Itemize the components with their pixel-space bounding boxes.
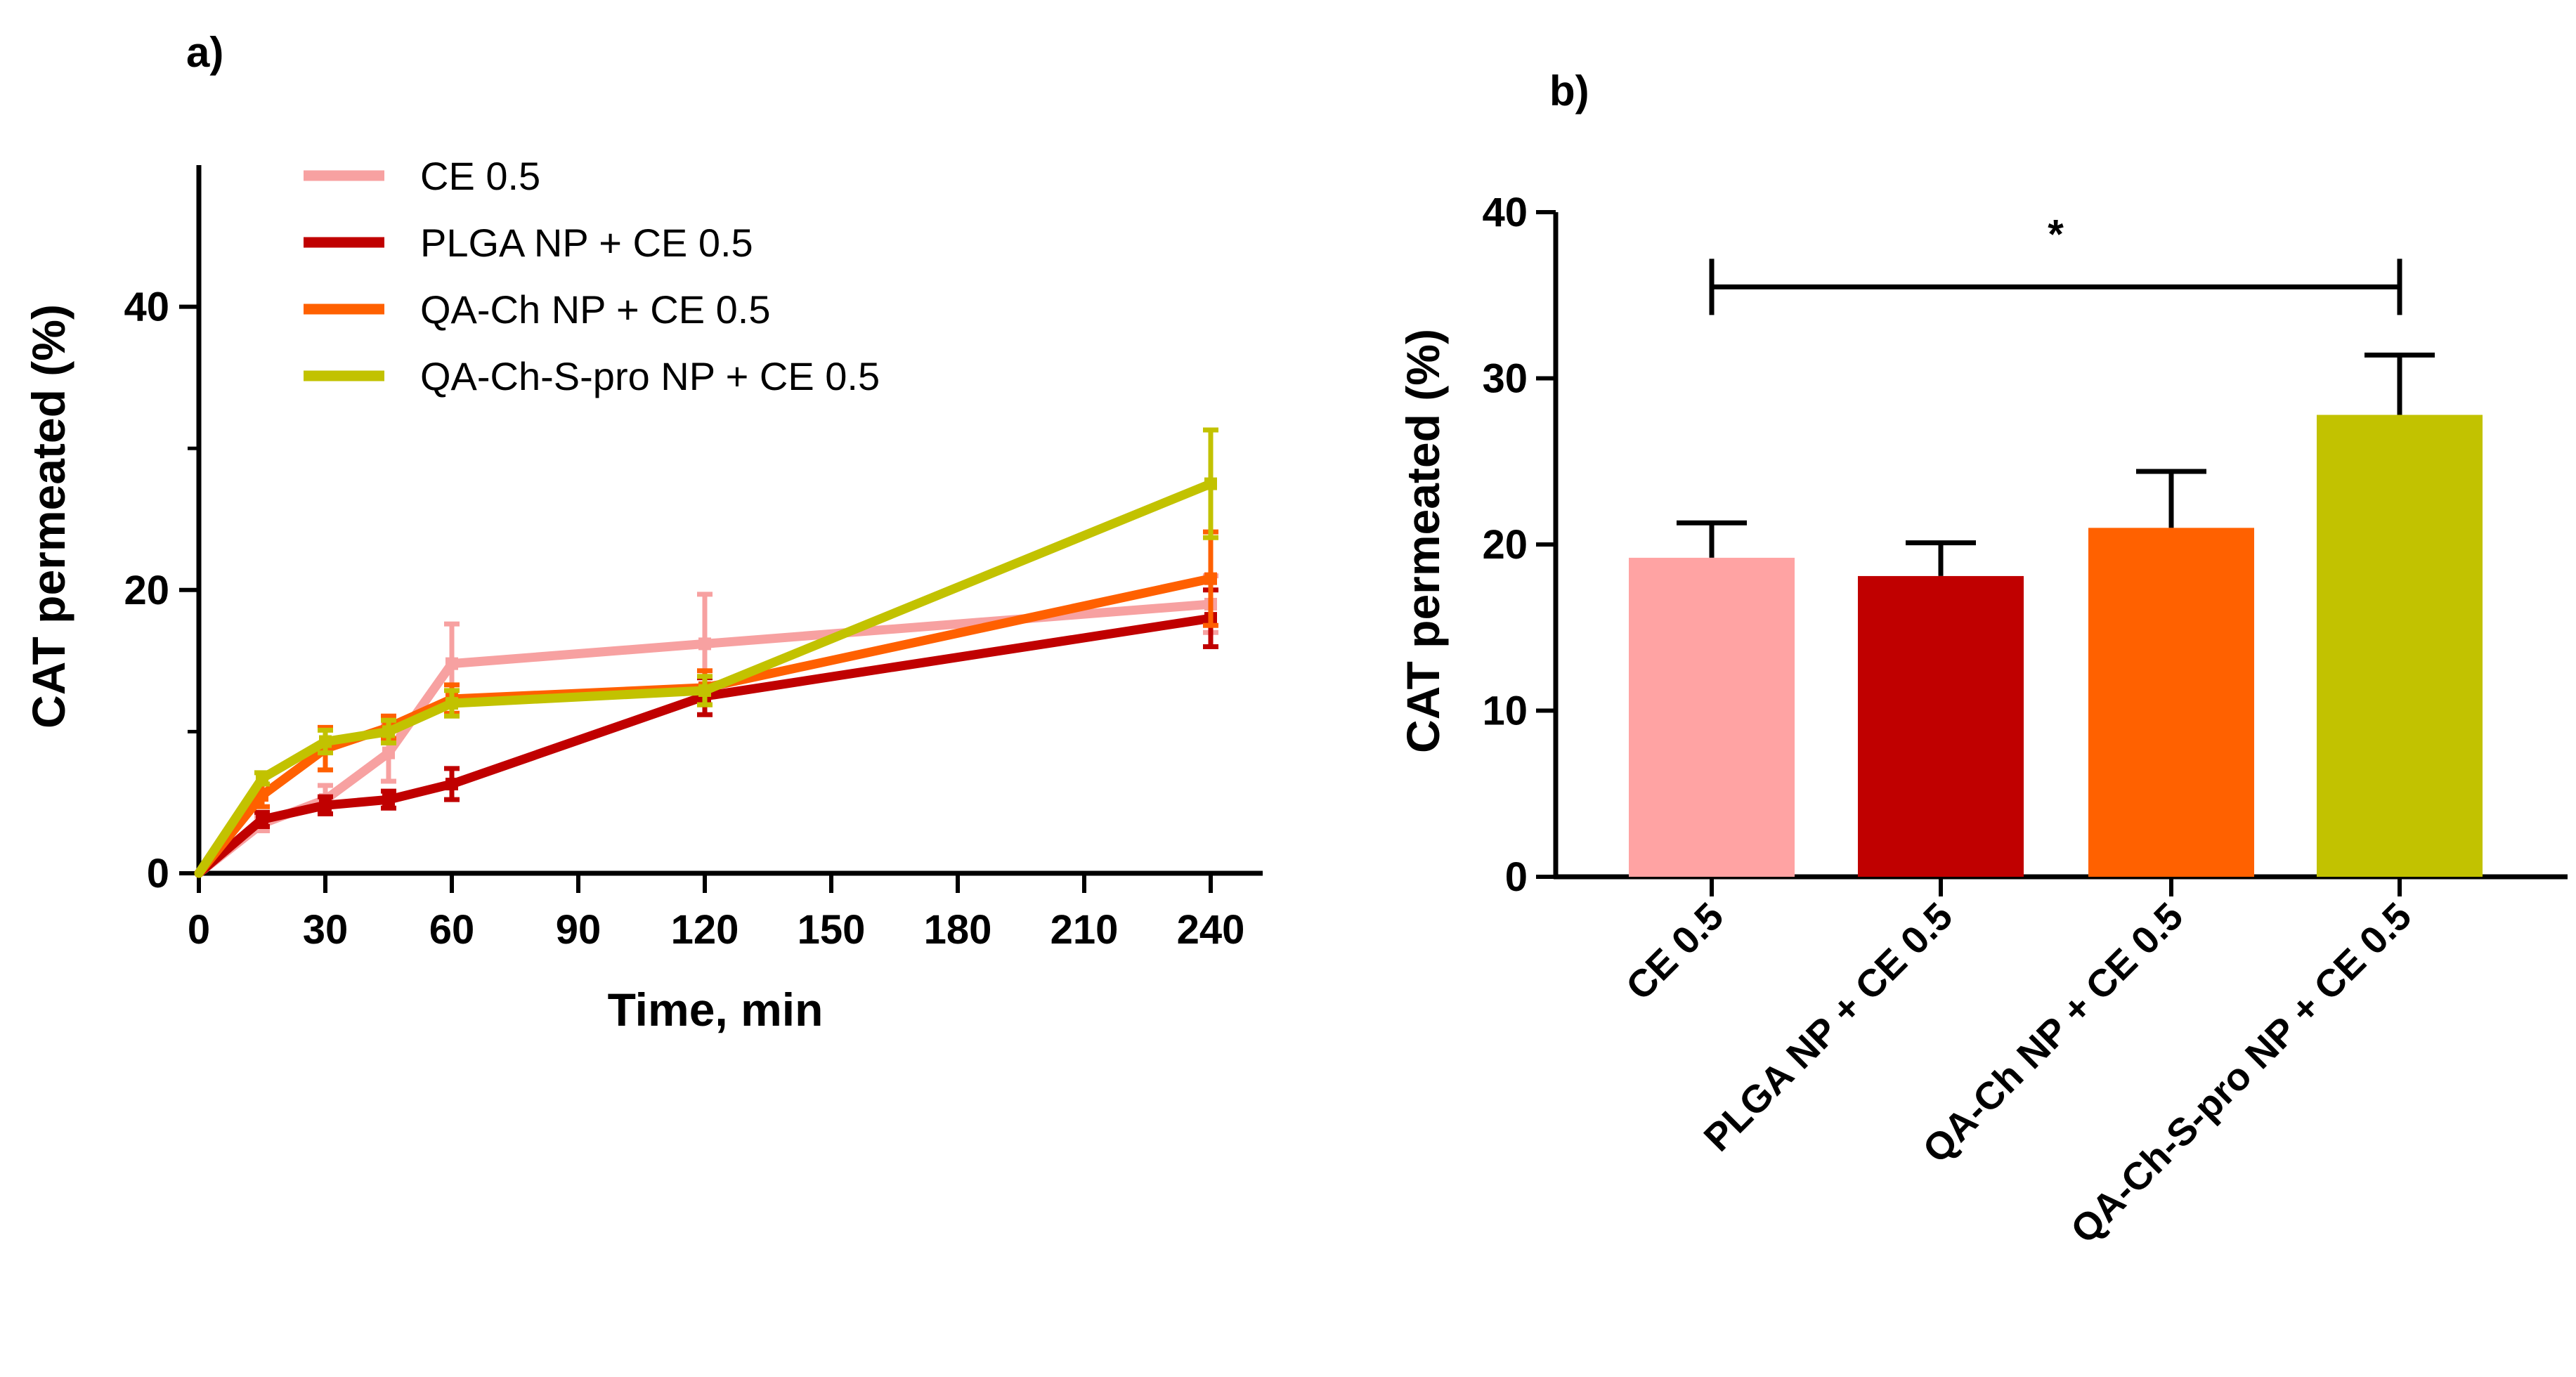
panel-b-label: b) — [1549, 67, 1589, 115]
b-bar — [1629, 557, 1795, 877]
a-series-1 — [194, 587, 1218, 878]
b-bar — [2317, 415, 2483, 877]
a-legend: CE 0.5 PLGA NP + CE 0.5 QA-Ch NP + CE 0.5 Q… — [304, 154, 880, 398]
a-data-point — [382, 725, 395, 738]
b-y-tick-label: 40 — [1482, 190, 1528, 235]
a-data-point — [1204, 572, 1217, 585]
b-sig-label: * — [2048, 211, 2064, 257]
panel-a-label: a) — [186, 29, 223, 76]
b-bar — [1858, 575, 2024, 877]
a-y-tick-label: 40 — [124, 285, 169, 330]
a-x-axis-title: Time, min — [608, 984, 824, 1036]
a-y-tick-label: 20 — [124, 568, 169, 613]
b-bar-group: CE 0.5 — [1618, 520, 1795, 1009]
a-x-tick-label: 90 — [556, 907, 601, 953]
a-data-point — [319, 799, 332, 812]
b-category-label: PLGA NP + CE 0.5 — [1696, 894, 1961, 1160]
a-series-0 — [194, 573, 1218, 878]
a-legend-label: PLGA NP + CE 0.5 — [420, 221, 753, 265]
b-significance: * — [1709, 211, 2402, 315]
b-y-tick-label: 20 — [1482, 522, 1528, 568]
a-series-3 — [194, 427, 1218, 878]
a-y-tick-label: 0 — [147, 851, 169, 896]
b-bar — [2088, 528, 2254, 877]
a-data-point — [382, 746, 395, 759]
a-data-point — [445, 657, 458, 670]
a-y-axis-title: CAT permeated (%) — [22, 304, 74, 729]
b-y-tick-label: 30 — [1482, 356, 1528, 402]
a-data-point — [445, 697, 458, 710]
b-y-axis-title: CAT permeated (%) — [1397, 329, 1449, 753]
b-category-label: CE 0.5 — [1618, 894, 1732, 1009]
a-legend-label: QA-Ch NP + CE 0.5 — [420, 287, 771, 332]
a-data-point — [445, 777, 458, 790]
b-category-label: QA-Ch NP + CE 0.5 — [1914, 894, 2191, 1171]
panel-a-line-chart: a) 0 30 60 90 120 150 180 210 240 0 20 40 CE 0.5 PLG… — [22, 29, 1263, 1036]
a-data-point — [382, 793, 395, 807]
a-data-point — [256, 771, 268, 785]
a-x-tick-label: 210 — [1050, 907, 1119, 953]
a-x-tick-label: 0 — [188, 907, 210, 953]
a-x-tick-label: 30 — [303, 907, 349, 953]
a-x-tick-label: 150 — [798, 907, 866, 953]
a-data-point — [698, 637, 711, 651]
b-y-tick-label: 0 — [1505, 854, 1528, 900]
a-data-point — [319, 735, 332, 748]
a-x-tick-label: 60 — [429, 907, 475, 953]
a-legend-label: QA-Ch-S-pro NP + CE 0.5 — [420, 354, 880, 398]
b-y-tick-label: 10 — [1482, 688, 1528, 734]
a-legend-label: CE 0.5 — [420, 154, 540, 198]
a-x-tick-label: 120 — [671, 907, 739, 953]
a-x-tick-label: 180 — [924, 907, 992, 953]
a-data-point — [256, 789, 268, 802]
a-data-point — [256, 813, 268, 826]
a-x-tick-label: 240 — [1177, 907, 1245, 953]
a-data-point — [1204, 477, 1217, 490]
a-data-point — [698, 684, 711, 697]
